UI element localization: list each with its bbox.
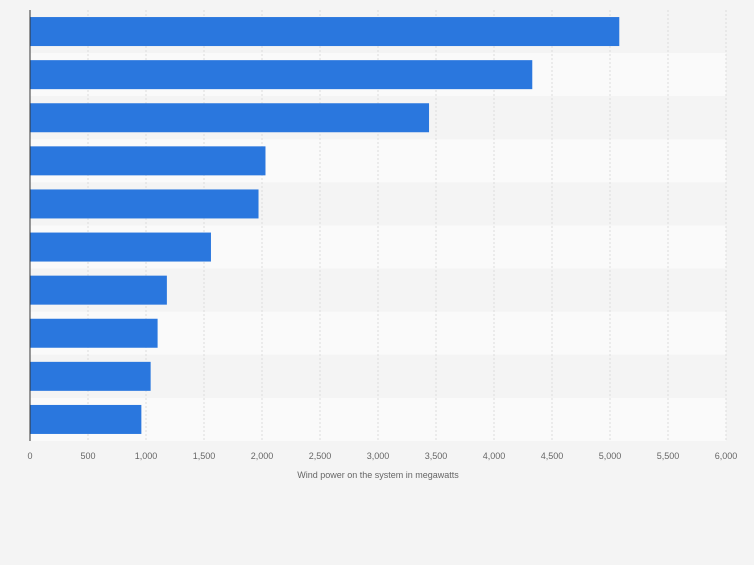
x-tick-label: 3,000 [367, 451, 390, 461]
x-tick-label: 1,000 [135, 451, 158, 461]
bar[interactable] [30, 275, 167, 305]
x-tick-label: 6,000 [715, 451, 738, 461]
bar[interactable] [30, 146, 266, 176]
x-tick-label: 1,500 [193, 451, 216, 461]
bar[interactable] [30, 232, 211, 262]
x-axis-title: Wind power on the system in megawatts [297, 470, 459, 480]
x-tick-label: 500 [80, 451, 95, 461]
x-tick-label: 5,000 [599, 451, 622, 461]
x-tick-label: 5,500 [657, 451, 680, 461]
x-tick-label: 3,500 [425, 451, 448, 461]
bar[interactable] [30, 60, 533, 90]
bar[interactable] [30, 103, 430, 133]
x-tick-label: 2,000 [251, 451, 274, 461]
x-tick-label: 2,500 [309, 451, 332, 461]
x-tick-label: 4,500 [541, 451, 564, 461]
bar[interactable] [30, 361, 151, 391]
x-tick-label: 0 [27, 451, 32, 461]
bar[interactable] [30, 189, 259, 219]
x-tick-labels: 0 500 1,000 1,500 2,000 2,500 3,000 3,500 4,000 4… [27, 451, 737, 461]
bars [30, 17, 620, 434]
bar[interactable] [30, 404, 142, 434]
x-tick-label: 4,000 [483, 451, 506, 461]
bar[interactable] [30, 318, 158, 348]
bar[interactable] [30, 17, 620, 47]
